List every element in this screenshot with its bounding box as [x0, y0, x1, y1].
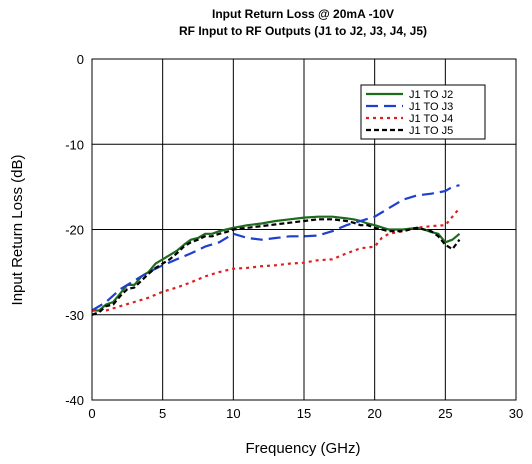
x-axis-label: Frequency (GHz)	[245, 440, 360, 457]
series-layer	[91, 184, 461, 316]
legend-label-2: J1 TO J3	[409, 101, 453, 113]
legend-label-3: J1 TO J4	[409, 113, 453, 125]
plot-frame	[91, 58, 517, 401]
y-tick-label: -20	[65, 223, 84, 238]
x-tick-label: 5	[159, 406, 166, 421]
y-tick-label: 0	[77, 52, 84, 67]
chart-title: Input Return Loss @ 20mA -10V	[212, 7, 394, 21]
x-tick-label: 20	[367, 406, 381, 421]
series-line-2	[91, 184, 460, 312]
legend-label-1: J1 TO J2	[409, 89, 453, 101]
series-line-4	[91, 218, 461, 316]
y-tick-label: -30	[65, 308, 84, 323]
series-line-1	[92, 215, 461, 312]
x-tick-label: 15	[297, 406, 311, 421]
x-tick-label: 30	[509, 406, 523, 421]
y-tick-label: -10	[65, 137, 84, 152]
chart-subtitle: RF Input to RF Outputs (J1 to J2, J3, J4…	[179, 24, 427, 38]
y-axis-label: Input Return Loss (dB)	[9, 155, 26, 306]
y-tick-label: -40	[65, 393, 84, 408]
tick-labels: 0 5 10 15 20 25 30 0 -10 -20 -30 -40	[65, 52, 523, 421]
legend-label-4: J1 TO J5	[409, 125, 453, 137]
x-tick-label: 25	[438, 406, 452, 421]
x-tick-label: 0	[88, 406, 95, 421]
x-tick-label: 10	[226, 406, 240, 421]
